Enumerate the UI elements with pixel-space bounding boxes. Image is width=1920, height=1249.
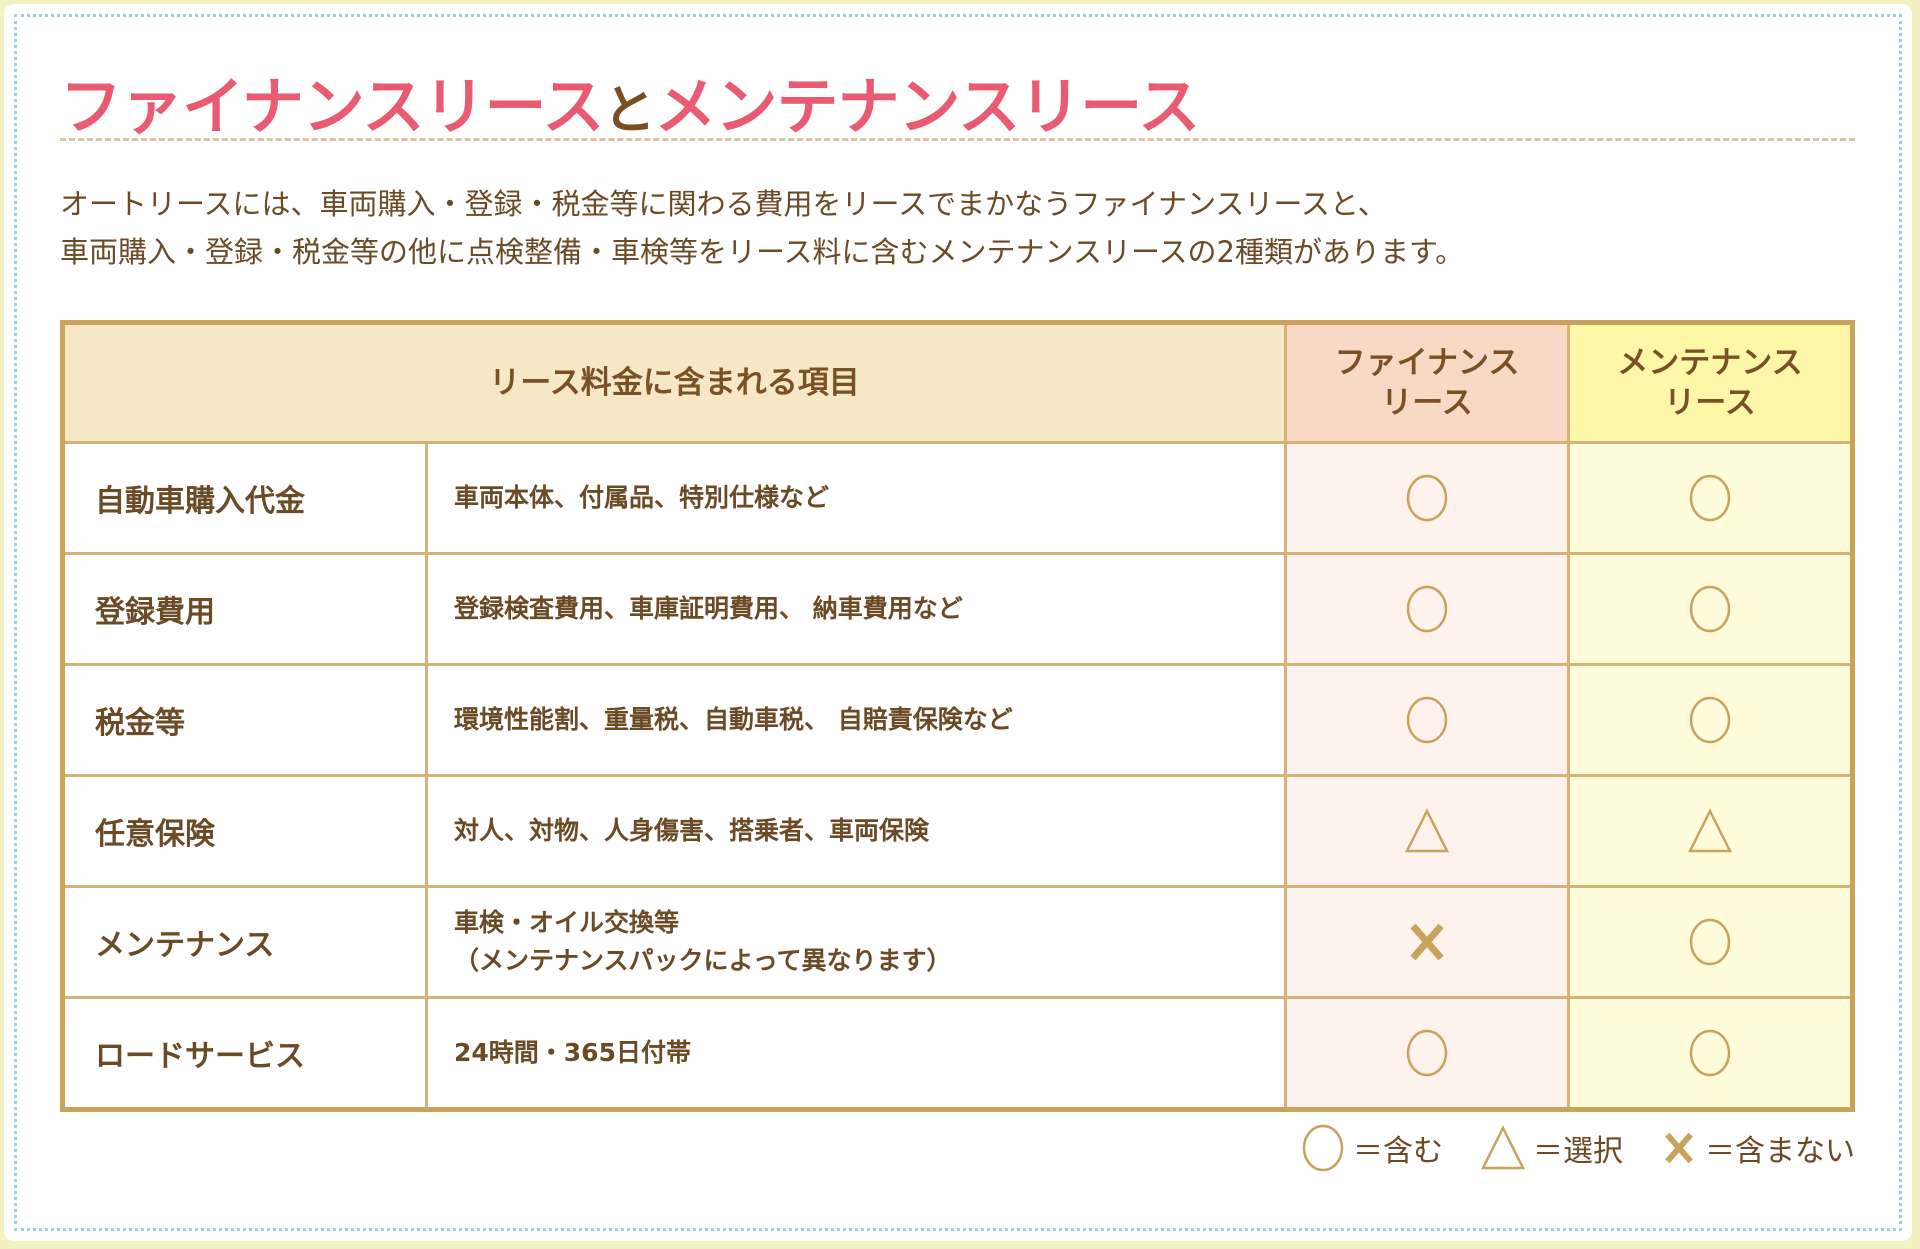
maintenance-cell [1567,552,1854,666]
header-line: リース [1664,385,1756,421]
finance-cell [1284,774,1570,888]
row-name: 任意保険 [61,774,428,888]
table-row: 税金等 環境性能割、重量税、自動車税、 自賠責保険など [61,663,1854,777]
cross-icon [1410,923,1444,961]
row-desc-line: 対人、対物、人身傷害、搭乗者、車両保険 [454,816,930,845]
circle-icon [1406,585,1448,633]
circle-icon [1689,474,1731,522]
legend-item: ＝含まない [1659,1126,1855,1170]
intro-text: オートリースには、車両購入・登録・税金等に関わる費用をリースでまかなうファイナン… [60,180,1464,276]
table-row: 任意保険 対人、対物、人身傷害、搭乗者、車両保険 [61,774,1854,888]
legend-label: ＝含む [1353,1134,1443,1169]
header-maintenance: メンテナンス リース [1567,321,1854,444]
circle-icon [1689,918,1731,966]
row-name: ロードサービス [61,996,428,1111]
circle-icon [1689,585,1731,633]
table-row: 登録費用 登録検査費用、車庫証明費用、 納車費用など [61,552,1854,666]
title-divider [60,138,1855,141]
intro-line: 車両購入・登録・税金等の他に点検整備・車検等をリース料に含むメンテナンスリースの… [60,235,1465,269]
header-line: リース [1381,385,1473,421]
row-desc: 24時間・365日付帯 [425,996,1287,1111]
row-desc-line: 登録検査費用、車庫証明費用、 納車費用など [454,594,963,623]
row-desc: 車両本体、付属品、特別仕様など [425,441,1287,555]
triangle-icon [1480,1125,1526,1170]
row-desc: 環境性能割、重量税、自動車税、 自賠責保険など [425,663,1287,777]
cross-icon [1665,1132,1693,1164]
table-row: メンテナンス 車検・オイル交換等 （メンテナンスパックによって異なります） [61,885,1854,999]
intro-line: オートリースには、車両購入・登録・税金等に関わる費用をリースでまかなうファイナン… [60,187,1387,221]
row-name: 税金等 [61,663,428,777]
row-desc-line: 車両本体、付属品、特別仕様など [454,483,830,512]
title-finance: ファイナンスリース [60,70,604,143]
legend: ＝含む ＝選択 ＝含まない [1299,1124,1855,1172]
row-desc-line: （メンテナンスパックによって異なります） [454,946,952,975]
row-desc-line: 環境性能割、重量税、自動車税、 自賠責保険など [454,705,1013,734]
maintenance-cell [1567,885,1854,999]
circle-icon [1406,474,1448,522]
circle-icon [1406,1029,1448,1077]
row-desc: 対人、対物、人身傷害、搭乗者、車両保険 [425,774,1287,888]
legend-label: ＝選択 [1533,1134,1623,1169]
row-name: メンテナンス [61,885,428,999]
finance-cell [1284,885,1570,999]
triangle-icon [1404,808,1450,853]
title-connector: と [603,81,655,141]
table-row: 自動車購入代金 車両本体、付属品、特別仕様など [61,441,1854,555]
circle-icon [1406,696,1448,744]
triangle-icon [1687,808,1733,853]
title-maintenance: メンテナンスリース [654,70,1200,143]
legend-label: ＝含まない [1705,1134,1855,1169]
row-desc-line: 車検・オイル交換等 [454,908,680,937]
circle-icon [1302,1124,1344,1172]
row-desc: 登録検査費用、車庫証明費用、 納車費用など [425,552,1287,666]
dotted-frame [14,14,1902,1231]
legend-item: ＝含む [1299,1124,1443,1172]
finance-cell [1284,552,1570,666]
table-row: ロードサービス 24時間・365日付帯 [61,996,1854,1111]
circle-icon [1689,1029,1731,1077]
legend-item: ＝選択 [1479,1124,1623,1172]
maintenance-cell [1567,996,1854,1111]
circle-icon [1689,696,1731,744]
maintenance-cell [1567,663,1854,777]
row-desc: 車検・オイル交換等 （メンテナンスパックによって異なります） [425,885,1287,999]
row-name: 登録費用 [61,552,428,666]
finance-cell [1284,996,1570,1111]
header-items: リース料金に含まれる項目 [61,321,1287,444]
header-finance: ファイナンス リース [1284,321,1570,444]
row-desc-line: 24時間・365日付帯 [454,1038,691,1067]
page-title: ファイナンスリースとメンテナンスリース [60,56,1200,146]
maintenance-cell [1567,441,1854,555]
finance-cell [1284,441,1570,555]
table-header-row: リース料金に含まれる項目 ファイナンス リース メンテナンス リース [61,321,1854,444]
finance-cell [1284,663,1570,777]
header-line: ファイナンス [1334,345,1520,381]
header-line: メンテナンス [1617,345,1803,381]
comparison-table: リース料金に含まれる項目 ファイナンス リース メンテナンス リース 自動車購入代金… [60,320,1855,1112]
row-name: 自動車購入代金 [61,441,428,555]
maintenance-cell [1567,774,1854,888]
